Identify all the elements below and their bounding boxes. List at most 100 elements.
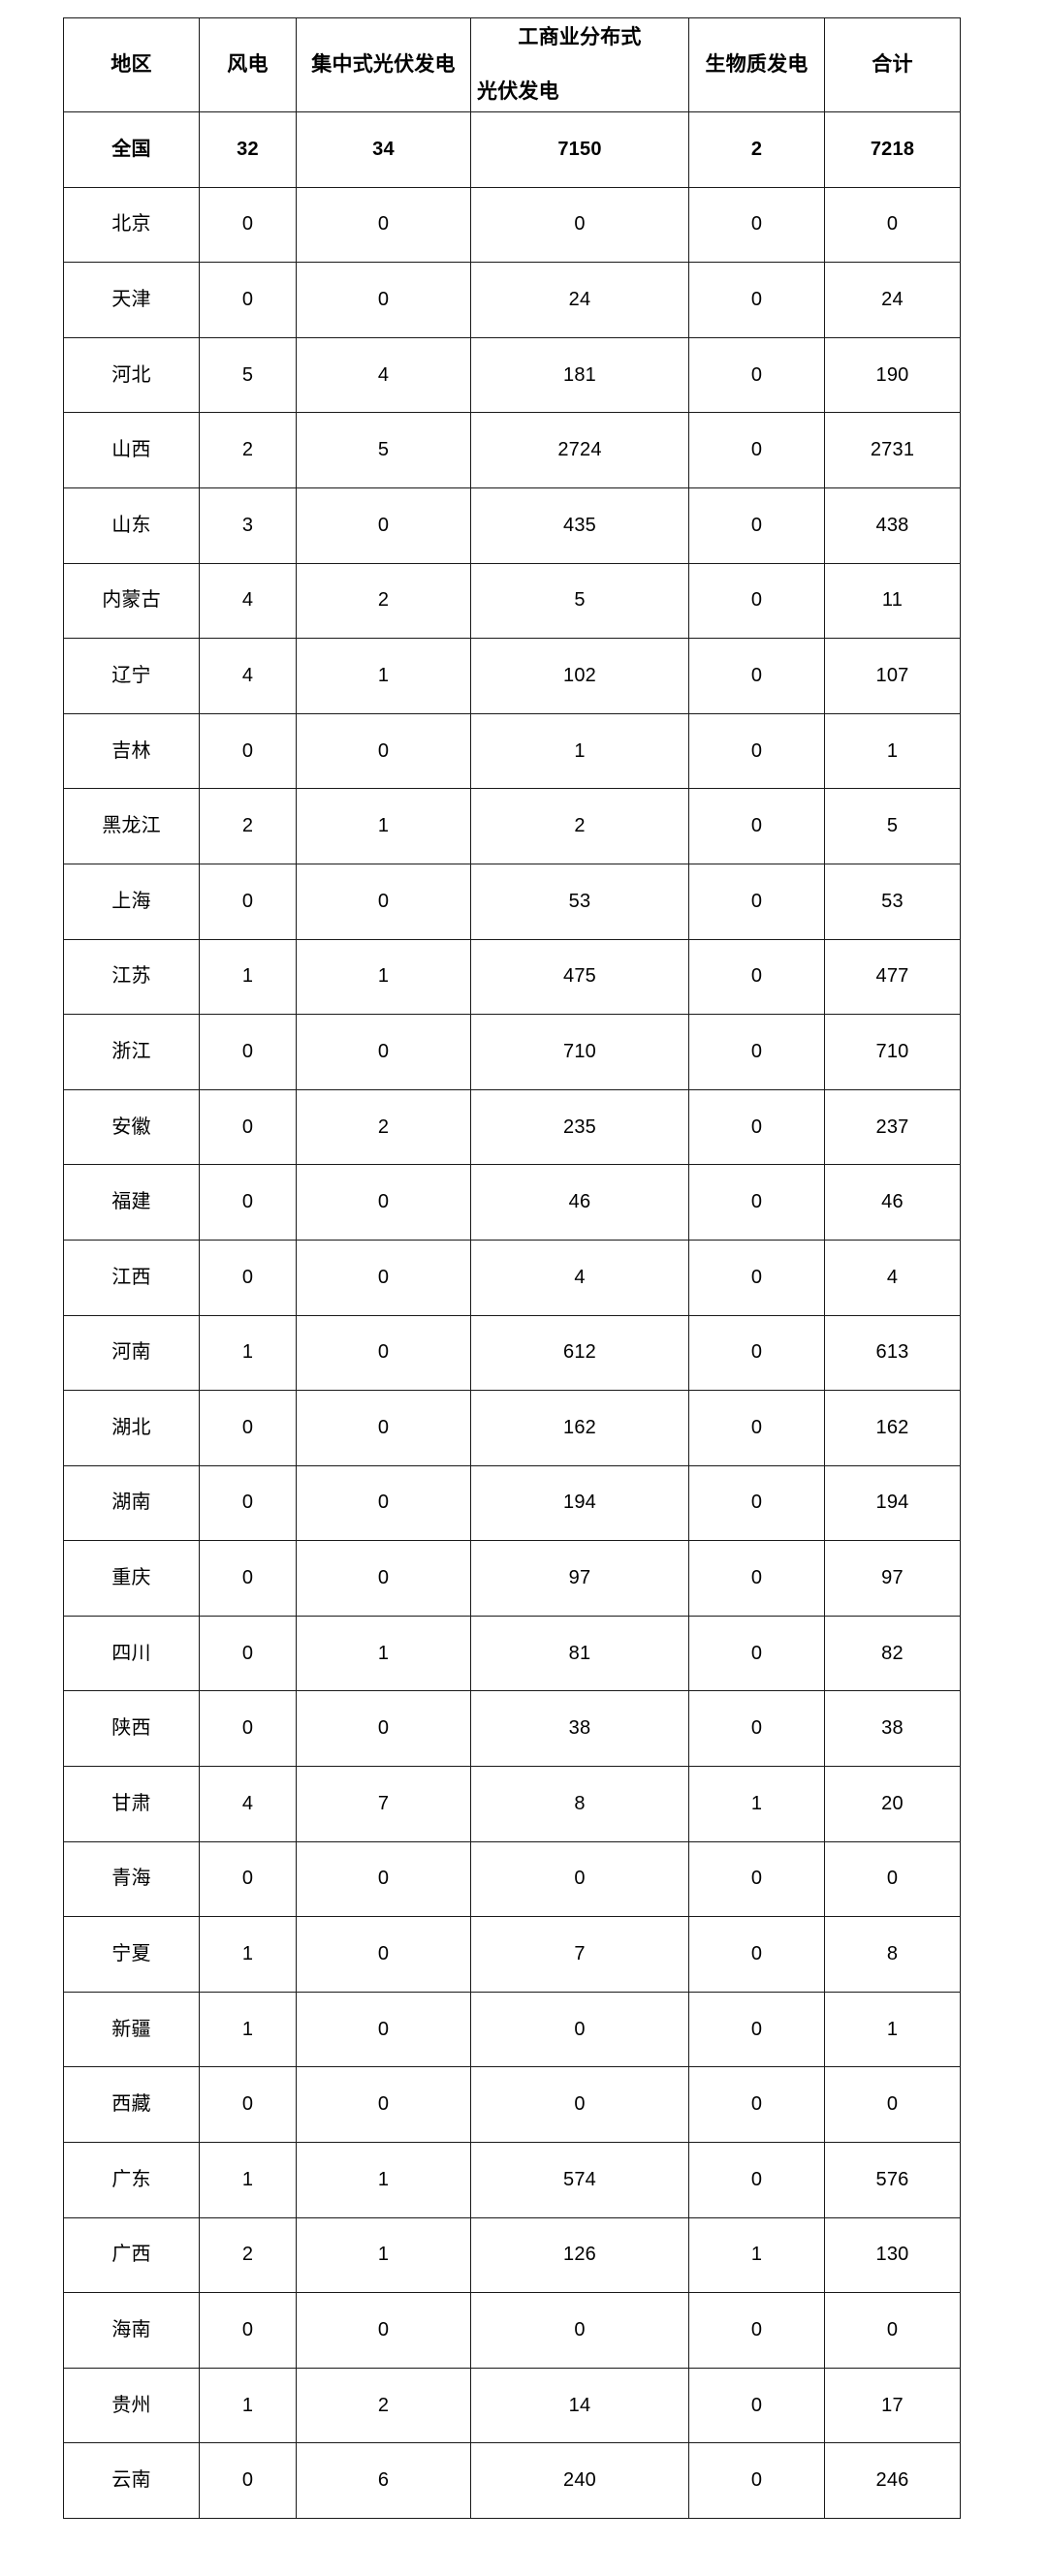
table-row: 广西 2 1 126 1 130 [63,2216,961,2294]
cell-ci: 8 [470,1766,689,1842]
cell-central: 0 [296,1540,471,1617]
cell-bio: 0 [688,2142,825,2218]
cell-wind: 1 [199,2367,297,2444]
cell-region: 内蒙古 [63,562,200,640]
table-row: 贵州 1 2 14 0 17 [63,2367,961,2444]
cell-region: 黑龙江 [63,788,200,864]
cell-wind: 1 [199,938,297,1016]
cell-wind: 0 [199,1390,297,1466]
cell-total: 38 [824,1690,961,1768]
cell-region: 河北 [63,336,200,414]
column-header-wind: 风电 [199,17,297,112]
table-row: 内蒙古 4 2 5 0 11 [63,562,961,640]
cell-total: 11 [824,562,961,640]
cell-bio: 0 [688,1464,825,1542]
cell-ci: 710 [470,1014,689,1090]
table-row: 新疆 1 0 0 0 1 [63,1991,961,2068]
cell-region: 全国 [63,111,200,188]
cell-region: 江西 [63,1239,200,1316]
cell-central: 2 [296,2367,471,2444]
cell-central: 1 [296,2216,471,2294]
cell-bio: 0 [688,863,825,940]
cell-total: 7218 [824,111,961,188]
table-row: 吉林 0 0 1 0 1 [63,712,961,790]
cell-region: 浙江 [63,1014,200,1090]
cell-region: 福建 [63,1164,200,1241]
cell-wind: 1 [199,2142,297,2218]
cell-central: 0 [296,1690,471,1768]
cell-central: 0 [296,487,471,564]
cell-region: 四川 [63,1615,200,1692]
cell-bio: 0 [688,1991,825,2068]
cell-central: 0 [296,1464,471,1542]
table-row: 辽宁 4 1 102 0 107 [63,638,961,714]
cell-bio: 2 [688,111,825,188]
cell-total: 1 [824,712,961,790]
cell-total: 20 [824,1766,961,1842]
cell-total: 237 [824,1088,961,1166]
cell-total: 2731 [824,412,961,488]
cell-bio: 0 [688,1916,825,1993]
cell-bio: 0 [688,1540,825,1617]
cell-bio: 0 [688,262,825,338]
cell-region: 山东 [63,487,200,564]
cell-bio: 0 [688,1840,825,1918]
cell-bio: 0 [688,2292,825,2369]
cell-wind: 0 [199,1840,297,1918]
cell-wind: 4 [199,1766,297,1842]
cell-ci: 7150 [470,111,689,188]
cell-wind: 0 [199,1239,297,1316]
cell-wind: 2 [199,2216,297,2294]
cell-region: 江苏 [63,938,200,1016]
cell-wind: 0 [199,186,297,264]
cell-ci: 102 [470,638,689,714]
cell-ci: 14 [470,2367,689,2444]
cell-wind: 0 [199,2442,297,2519]
column-header-biomass: 生物质发电 [688,17,825,112]
cell-central: 0 [296,262,471,338]
cell-bio: 0 [688,1615,825,1692]
cell-bio: 0 [688,562,825,640]
cell-wind: 1 [199,1314,297,1392]
cell-central: 0 [296,186,471,264]
table-row: 陕西 0 0 38 0 38 [63,1690,961,1768]
cell-total: 710 [824,1014,961,1090]
cell-ci: 0 [470,186,689,264]
cell-bio: 0 [688,712,825,790]
cell-bio: 0 [688,336,825,414]
cell-bio: 0 [688,638,825,714]
table-row: 安徽 0 2 235 0 237 [63,1088,961,1166]
cell-wind: 4 [199,638,297,714]
cell-region: 重庆 [63,1540,200,1617]
cell-ci: 0 [470,1991,689,2068]
cell-wind: 0 [199,1540,297,1617]
cell-bio: 0 [688,788,825,864]
cell-ci: 97 [470,1540,689,1617]
column-header-region: 地区 [63,17,200,112]
cell-central: 0 [296,1991,471,2068]
cell-central: 1 [296,938,471,1016]
cell-wind: 32 [199,111,297,188]
cell-central: 1 [296,638,471,714]
table-body: 全国 32 34 7150 2 7218 北京 0 0 0 0 0 天津 0 0 24 0 24 河北 5 4 181 0 1… [63,111,961,2519]
cell-total: 4 [824,1239,961,1316]
column-header-ci-line1: 工商业分布式 [518,25,642,48]
cell-ci: 38 [470,1690,689,1768]
table-row: 山东 3 0 435 0 438 [63,487,961,564]
table-row: 河北 5 4 181 0 190 [63,336,961,414]
cell-central: 0 [296,1390,471,1466]
cell-region: 云南 [63,2442,200,2519]
cell-wind: 1 [199,1991,297,2068]
cell-total: 0 [824,186,961,264]
cell-ci: 0 [470,2292,689,2369]
cell-region: 广东 [63,2142,200,2218]
cell-central: 7 [296,1766,471,1842]
cell-ci: 240 [470,2442,689,2519]
cell-total: 0 [824,2292,961,2369]
cell-ci: 194 [470,1464,689,1542]
cell-ci: 435 [470,487,689,564]
cell-wind: 0 [199,1464,297,1542]
cell-region: 上海 [63,863,200,940]
cell-wind: 0 [199,1690,297,1768]
cell-ci: 162 [470,1390,689,1466]
